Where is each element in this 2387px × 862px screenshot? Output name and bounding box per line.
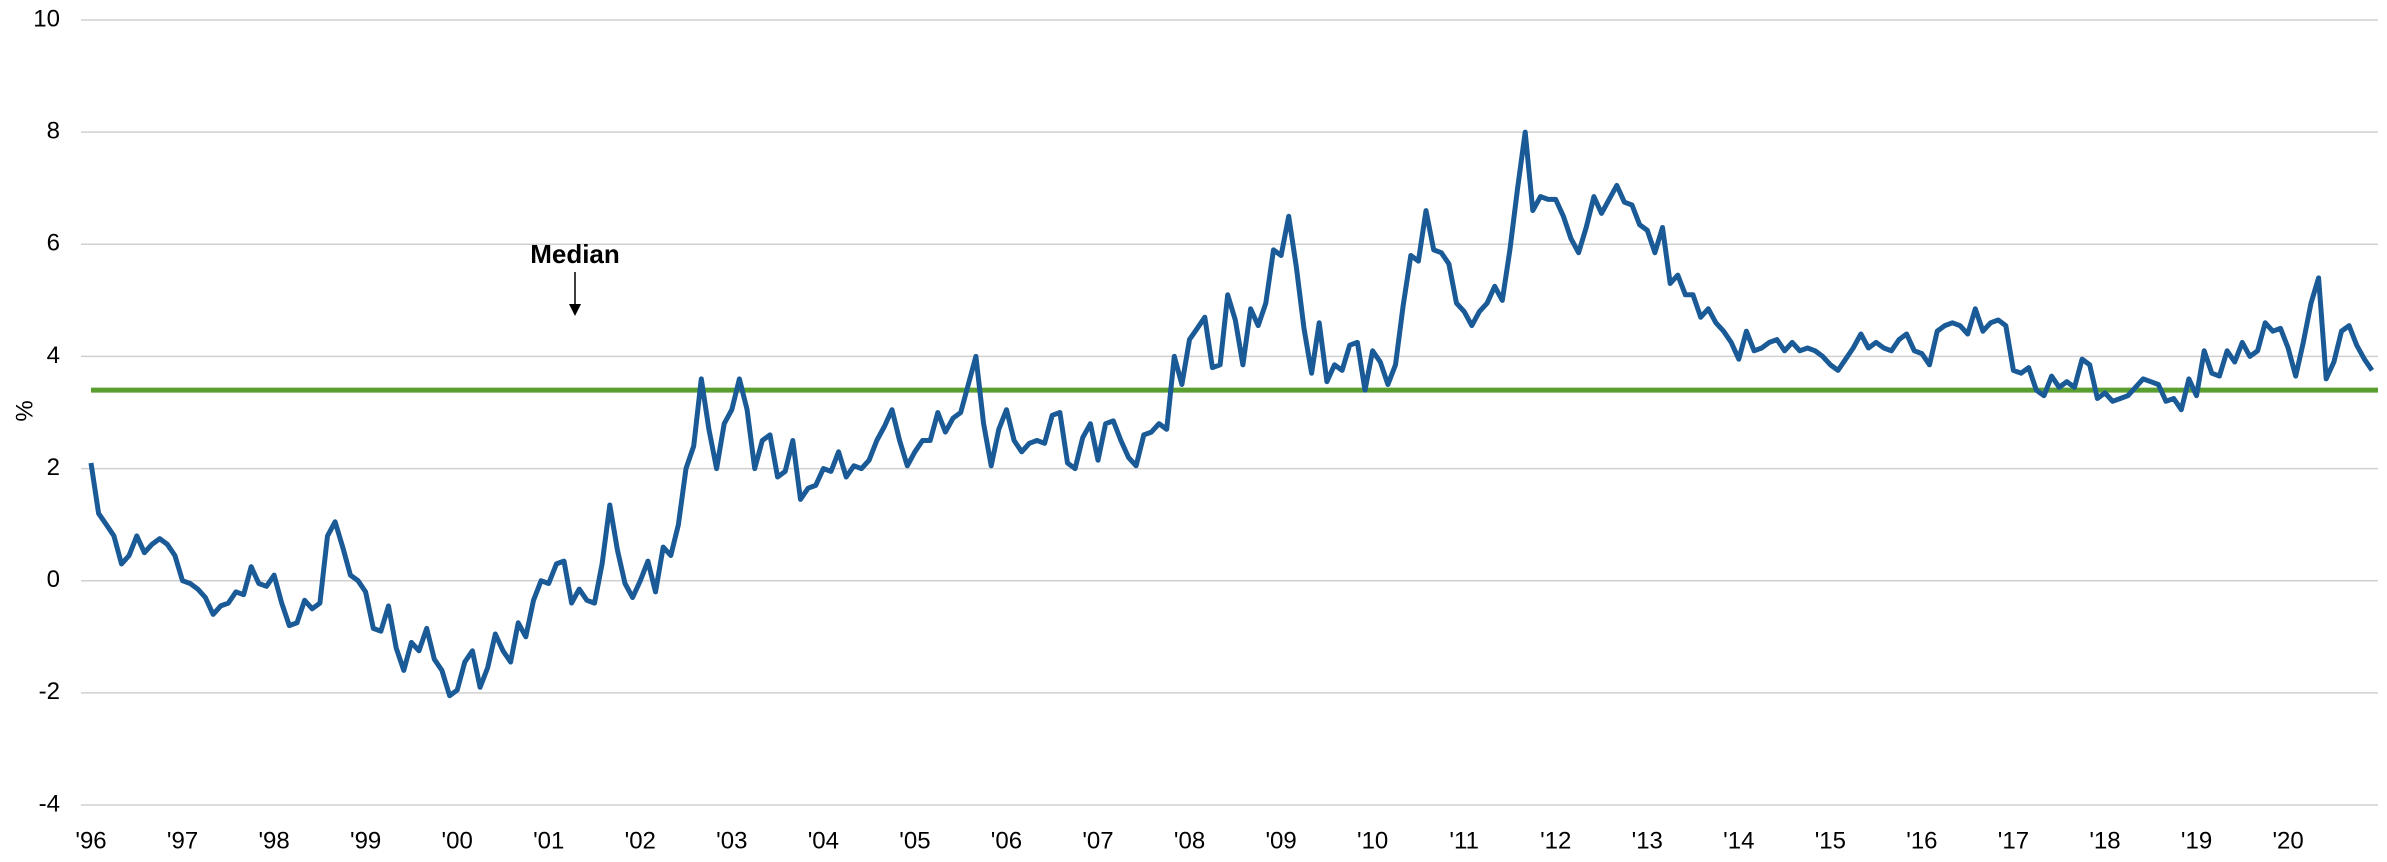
x-tick-label: '04 (808, 827, 839, 854)
x-tick-label: '11 (1449, 827, 1479, 854)
y-axis-label: % (11, 400, 38, 421)
median-arrowhead (569, 304, 581, 316)
x-tick-label: '19 (2181, 827, 2212, 854)
x-tick-label: '03 (716, 827, 747, 854)
x-tick-label: '96 (75, 827, 106, 854)
y-tick-label: 10 (33, 5, 60, 32)
x-tick-label: '16 (1906, 827, 1937, 854)
y-tick-label: -4 (39, 790, 60, 817)
y-tick-label: -2 (39, 678, 60, 705)
x-tick-label: '15 (1815, 827, 1846, 854)
x-tick-label: '97 (167, 827, 198, 854)
x-tick-label: '00 (442, 827, 473, 854)
x-tick-label: '99 (350, 827, 381, 854)
x-tick-label: '98 (258, 827, 289, 854)
x-tick-label: '05 (899, 827, 930, 854)
x-tick-label: '10 (1357, 827, 1388, 854)
x-tick-label: '08 (1174, 827, 1205, 854)
series-line (88, 129, 2375, 699)
y-tick-label: 0 (47, 566, 60, 593)
x-tick-label: '09 (1265, 827, 1296, 854)
y-tick-label: 4 (47, 342, 60, 369)
x-tick-label: '06 (991, 827, 1022, 854)
x-tick-label: '17 (1998, 827, 2029, 854)
x-tick-label: '13 (1632, 827, 1663, 854)
x-tick-label: '18 (2089, 827, 2120, 854)
x-tick-label: '01 (533, 827, 564, 854)
y-tick-label: 8 (47, 117, 60, 144)
y-tick-label: 6 (47, 230, 60, 257)
x-tick-label: '07 (1082, 827, 1113, 854)
x-tick-label: '02 (625, 827, 656, 854)
median-label: Median (530, 239, 620, 269)
x-tick-label: '20 (2272, 827, 2303, 854)
y-tick-label: 2 (47, 454, 60, 481)
x-tick-label: '12 (1540, 827, 1571, 854)
x-tick-label: '14 (1723, 827, 1754, 854)
